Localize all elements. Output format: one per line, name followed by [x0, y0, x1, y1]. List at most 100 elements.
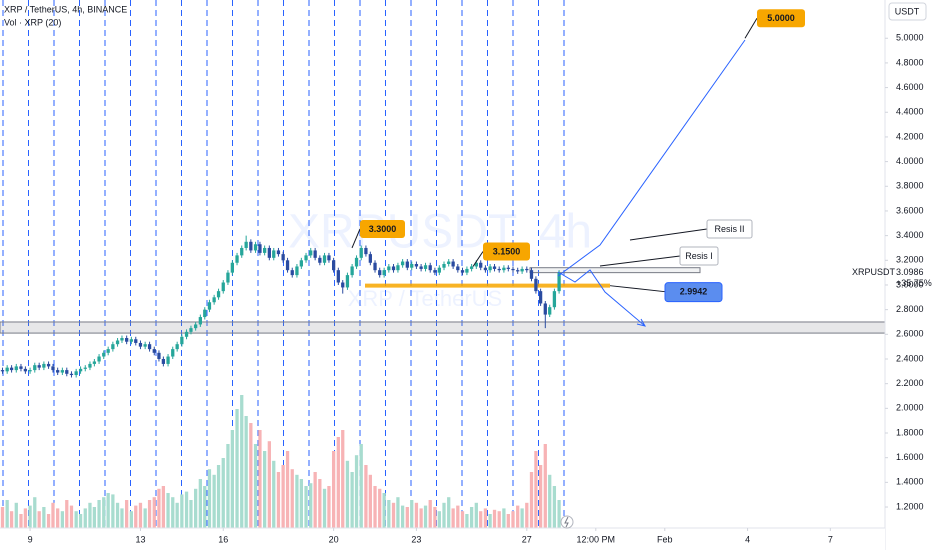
- volume-bar: [267, 441, 271, 528]
- volume-bar: [33, 497, 37, 528]
- candle-body: [309, 250, 313, 256]
- volume-bar: [143, 508, 147, 528]
- candle-body: [414, 264, 419, 267]
- y-tick-label: 2.6000: [896, 329, 924, 339]
- candle-body: [387, 266, 391, 271]
- candle-body: [391, 266, 396, 271]
- volume-bar: [354, 455, 359, 528]
- candle-body: [525, 268, 529, 271]
- candle-body: [313, 250, 317, 258]
- currency-button[interactable]: [888, 2, 927, 21]
- y-tick-label: 4.8000: [896, 57, 924, 67]
- resistance-box: [706, 219, 753, 239]
- volume-bar: [207, 469, 212, 528]
- volume-bar: [423, 505, 428, 528]
- candle-body: [405, 261, 409, 268]
- candle-body: [548, 307, 552, 315]
- candle-body: [249, 241, 253, 251]
- volume-bar: [502, 508, 506, 528]
- y-tick-label: 2.4000: [896, 353, 924, 363]
- candle-body: [538, 291, 543, 304]
- target-high-label: 3.3000: [369, 224, 397, 234]
- candle-body: [235, 255, 239, 263]
- target-high-box: [360, 219, 405, 238]
- volume-bar: [373, 486, 377, 528]
- volume-bar: [548, 474, 552, 528]
- volume-bar: [364, 465, 368, 528]
- candle-body: [175, 344, 179, 350]
- candle-body: [5, 367, 9, 372]
- y-tick-label: 3.4000: [896, 230, 924, 240]
- candle-body: [400, 261, 405, 266]
- x-tick-label: 27: [522, 534, 532, 544]
- candle-body: [157, 352, 161, 359]
- candle-body: [129, 339, 133, 342]
- volume-bar: [474, 502, 478, 528]
- volume-bar: [309, 483, 313, 528]
- volume-bar: [198, 479, 202, 528]
- candles: [0, 235, 561, 378]
- volume-bar: [212, 474, 216, 528]
- candle-body: [180, 336, 184, 345]
- candle-body: [92, 361, 97, 364]
- volume-bar: [456, 505, 460, 528]
- candle-body: [111, 344, 115, 350]
- volume-bar: [88, 502, 92, 528]
- candle-body: [138, 342, 143, 347]
- watermark-sub: XRP / TetherUS: [348, 286, 502, 311]
- replay-icon[interactable]: [560, 515, 574, 529]
- candle-body: [65, 370, 69, 374]
- candle-body: [42, 363, 46, 368]
- volume-bar: [60, 511, 65, 528]
- y-tick-label: 4.0000: [896, 156, 924, 166]
- last-price-symbol: XRPUSDT: [852, 267, 896, 277]
- candle-body: [161, 358, 166, 364]
- volume-bar: [442, 502, 446, 528]
- volume-bar: [19, 514, 23, 528]
- y-tick-label: 1.4000: [896, 477, 924, 487]
- volume-bar: [244, 416, 248, 528]
- volume-bar: [0, 507, 5, 528]
- candle-body: [74, 371, 78, 376]
- y-tick-label: 2.0000: [896, 403, 924, 413]
- volume-bar: [285, 451, 290, 528]
- candle-body: [543, 303, 547, 315]
- volume-bar: [106, 493, 110, 528]
- y-tick-label: 3.0000: [896, 279, 924, 289]
- volume-bar: [175, 502, 179, 528]
- projection-zigzag: [557, 269, 646, 327]
- volume-bar: [336, 437, 340, 528]
- candle-body: [147, 344, 152, 350]
- candle-body: [272, 250, 276, 258]
- volume-bar: [451, 508, 455, 528]
- candle-body: [33, 365, 37, 371]
- candle-body: [152, 349, 156, 353]
- volume-bar: [46, 514, 51, 528]
- candle-body: [460, 270, 465, 273]
- volume-bar: [378, 488, 382, 528]
- candle-body: [276, 250, 281, 255]
- candle-body: [285, 260, 290, 271]
- currency-label[interactable]: USDT: [895, 6, 920, 16]
- x-tick-label: 16: [218, 534, 228, 544]
- axes: 1.2000 1.4000 1.6000 1.8000 2.0000 2.2000 2.40…: [28, 33, 932, 545]
- volume-bar: [400, 505, 405, 528]
- target-top-box: [757, 9, 805, 28]
- y-tick-label: 3.6000: [896, 205, 924, 215]
- target-mid-label: 3.1500: [493, 246, 521, 256]
- volume-bar: [92, 507, 97, 528]
- volume-bar: [152, 497, 156, 528]
- volume-bar: [465, 514, 469, 528]
- volume-bar: [281, 465, 285, 528]
- volume-bar: [134, 505, 138, 528]
- candle-body: [506, 267, 510, 269]
- volume-bar: [469, 507, 474, 528]
- x-tick-label: Feb: [657, 534, 673, 544]
- y-tick-label: 2.2000: [896, 378, 924, 388]
- volume-bar: [313, 472, 317, 528]
- candle-body: [207, 302, 212, 310]
- volume-bar: [331, 451, 336, 528]
- candle-body: [483, 267, 488, 271]
- volume-bar: [263, 451, 267, 528]
- candle-body: [396, 265, 400, 271]
